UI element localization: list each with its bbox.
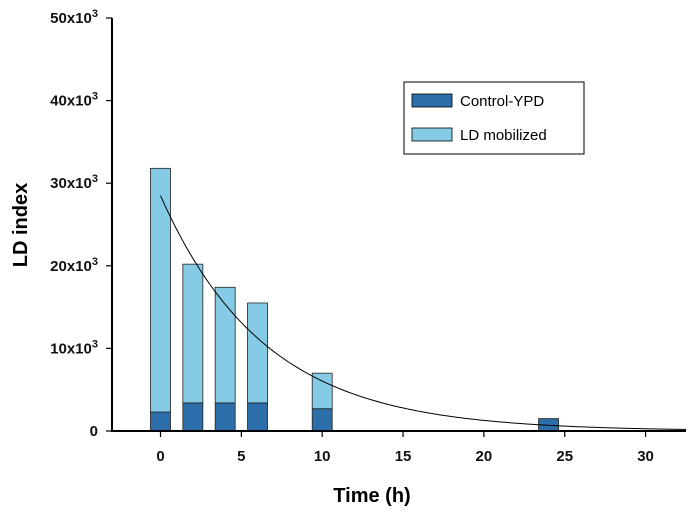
bar-ld-mobilized-t10 — [311, 372, 333, 410]
bar-ld-mobilized-t2 — [182, 263, 204, 404]
y-tick-label-10000: 10x103 — [50, 338, 98, 357]
y-tick-label-20000: 20x103 — [50, 256, 98, 275]
x-axis-label: Time (h) — [333, 485, 410, 507]
bar-control-ypd-t6 — [247, 402, 268, 432]
x-tick-label-5: 5 — [237, 448, 245, 465]
y-tick-label-0: 0 — [90, 423, 98, 440]
ticks-layer: 0 5 10 15 20 25 30 0 10x103 20x103 30x103 40x103 50x… — [50, 8, 654, 465]
bar-ld-mobilized-t4 — [214, 286, 236, 404]
fit-curve — [160, 195, 687, 430]
legend-swatch-ld-mobilized — [411, 127, 453, 142]
bar-control-ypd-t4 — [214, 402, 236, 432]
y-tick-label-40000: 40x103 — [50, 91, 98, 110]
bar-control-ypd-t10 — [311, 408, 333, 432]
bar-ld-mobilized-t6 — [247, 302, 268, 404]
legend-swatch-control-ypd — [411, 93, 453, 108]
x-tick-label-25: 25 — [556, 448, 573, 465]
legend-label-control-ypd: Control-YPD — [460, 93, 544, 110]
bar-control-ypd-t2 — [182, 402, 204, 432]
x-tick-label-30: 30 — [637, 448, 654, 465]
legend-label-ld-mobilized: LD mobilized — [460, 127, 547, 144]
y-tick-label-50000: 50x103 — [50, 8, 98, 27]
bar-ld-mobilized-t0 — [150, 167, 171, 413]
x-tick-label-10: 10 — [314, 448, 331, 465]
bars-layer — [150, 167, 559, 432]
x-tick-label-20: 20 — [476, 448, 493, 465]
y-tick-label-30000: 30x103 — [50, 173, 98, 192]
x-tick-label-15: 15 — [395, 448, 412, 465]
legend: Control-YPD LD mobilized — [403, 81, 585, 155]
y-axis-label: LD index — [10, 183, 32, 267]
bar-control-ypd-t0 — [150, 411, 171, 432]
x-tick-label-0: 0 — [156, 448, 164, 465]
